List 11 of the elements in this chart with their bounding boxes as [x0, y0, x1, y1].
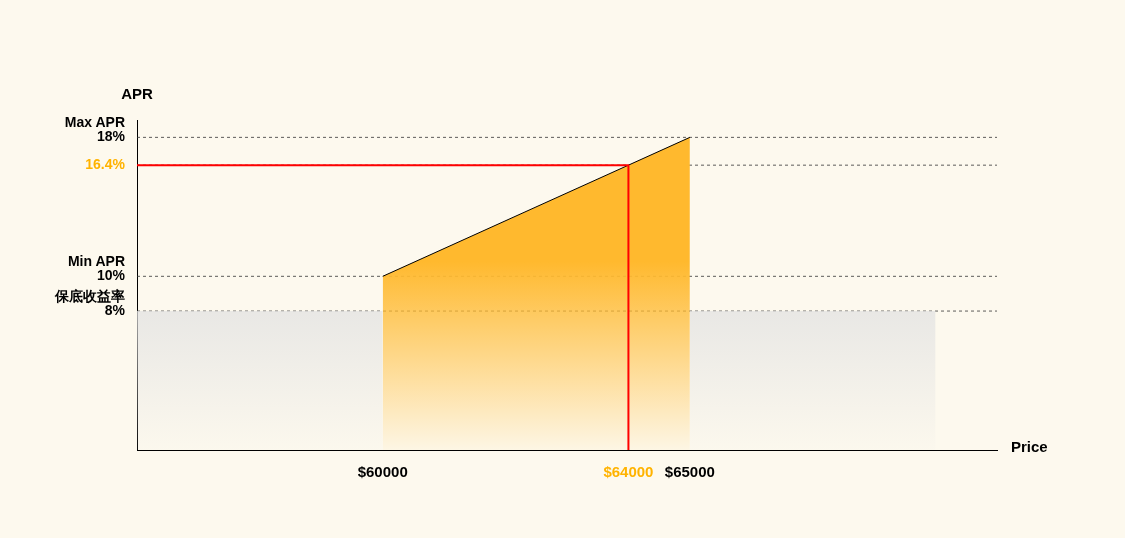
ref-line-label: Min APR — [67, 253, 125, 270]
x-tick-label: $60000 — [357, 463, 408, 481]
y-tick-label: 16.4% — [85, 156, 126, 173]
y-axis-title: APR — [121, 84, 153, 102]
ref-line-label: Max APR — [64, 114, 125, 131]
y-tick-label: 18% — [96, 128, 126, 145]
y-tick-label: 10% — [96, 267, 126, 284]
x-tick-label: $65000 — [664, 463, 715, 481]
ref-line-label: 保底收益率 — [54, 287, 125, 304]
x-axis-title: Price — [1011, 438, 1048, 456]
x-tick-label: $64000 — [603, 463, 654, 481]
